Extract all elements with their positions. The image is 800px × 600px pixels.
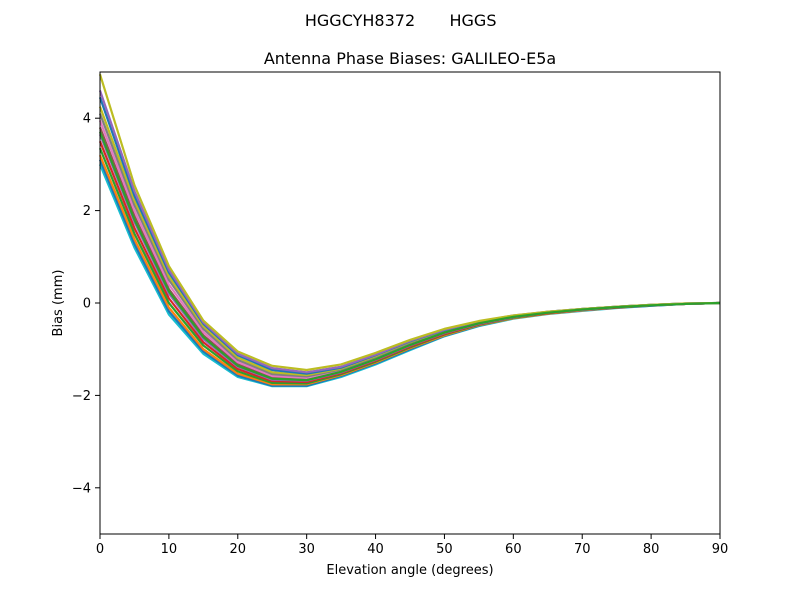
x-axis: 0 10 20 30 40 50 60 70 80 90 xyxy=(96,534,728,557)
y-axis-label: Bias (mm) xyxy=(51,270,66,337)
x-tick-label: 30 xyxy=(298,542,315,557)
y-tick-label: 4 xyxy=(83,112,91,127)
x-tick-label: 60 xyxy=(505,542,522,557)
series-line-9 xyxy=(98,106,721,377)
suptitle-left: HGGCYH8372 xyxy=(305,11,415,30)
x-tick-label: 40 xyxy=(367,542,384,557)
suptitle-right: HGGS xyxy=(450,11,497,30)
y-tick-label: 2 xyxy=(83,204,91,219)
x-tick-label: 90 xyxy=(712,542,729,557)
x-tick-label: 50 xyxy=(436,542,453,557)
series-line-13 xyxy=(98,131,721,382)
x-tick-label: 70 xyxy=(574,542,591,557)
y-tick-label: −4 xyxy=(72,481,91,496)
series-line-0 xyxy=(98,163,721,388)
y-tick-label: −2 xyxy=(72,389,91,404)
y-axis: −4 −2 0 2 4 xyxy=(72,112,100,496)
series-layer xyxy=(98,73,721,388)
x-tick-label: 20 xyxy=(230,542,247,557)
x-tick-label: 10 xyxy=(161,542,178,557)
series-line-1 xyxy=(98,159,721,387)
x-tick-label: 80 xyxy=(643,542,660,557)
x-axis-label: Elevation angle (degrees) xyxy=(326,563,493,578)
chart-title: Antenna Phase Biases: GALILEO-E5a xyxy=(264,49,556,68)
x-tick-label: 0 xyxy=(96,542,104,557)
series-line-3 xyxy=(98,147,721,385)
y-tick-label: 0 xyxy=(83,297,91,312)
